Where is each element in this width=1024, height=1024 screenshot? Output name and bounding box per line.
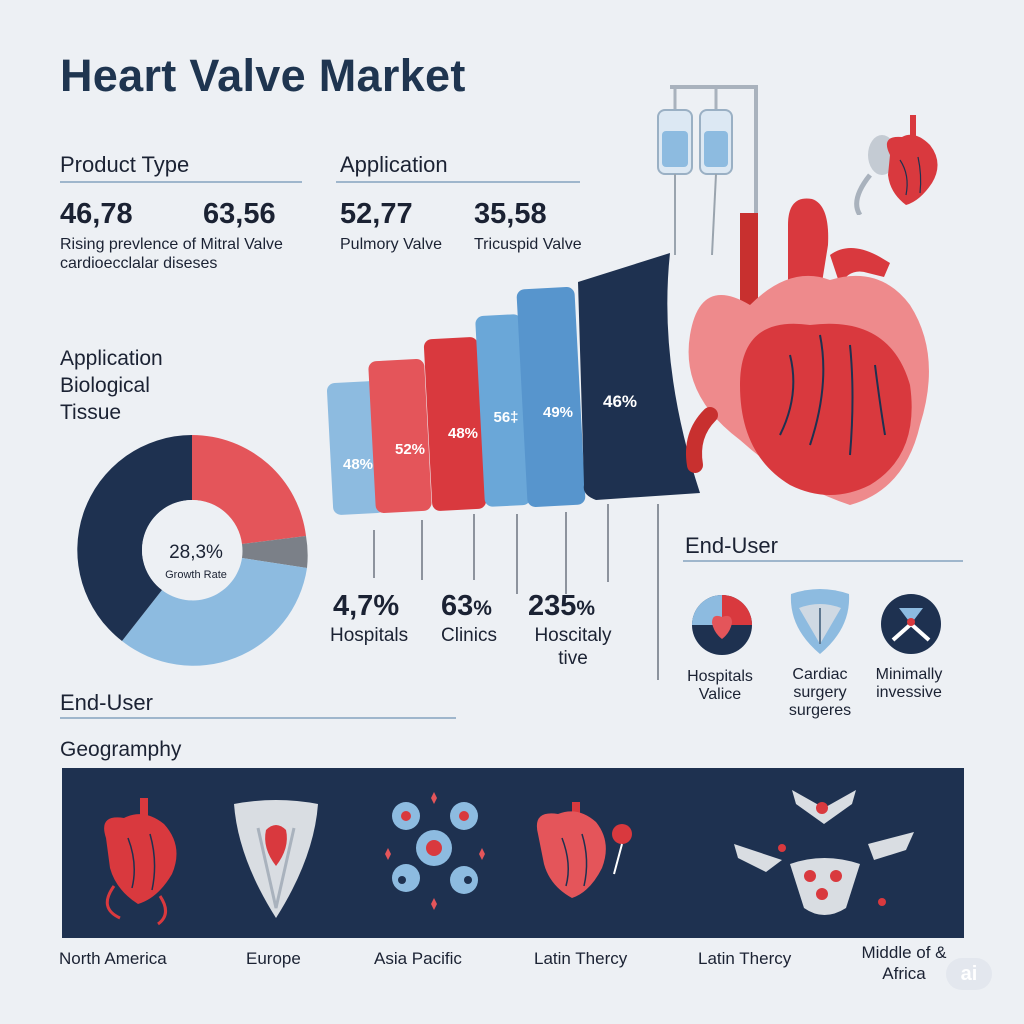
bar-2	[368, 359, 432, 513]
donut-hole	[142, 500, 242, 600]
bar-label-1: 48%	[343, 456, 373, 473]
page-title: Heart Valve Market	[60, 50, 466, 101]
bar-label-5: 49%	[543, 404, 573, 421]
footer-value-3-pct: %	[576, 597, 596, 620]
bar-5	[516, 287, 586, 507]
footer-label-3: Hoscitaly tive	[534, 625, 612, 669]
product-type-heading: Product Type	[60, 152, 190, 177]
footer-value-2-pct: %	[473, 597, 492, 620]
donut-chart: 28,3% Growth Rate	[77, 435, 308, 666]
end-user-item-label-2: Cardiac surgery surgeres	[788, 666, 852, 719]
footer-value-3-num: 235	[528, 590, 577, 622]
small-heart-icon	[854, 115, 938, 215]
end-user-right-rule	[683, 560, 963, 562]
application-label-2: Tricuspid Valve	[474, 236, 582, 253]
ai-badge: ai	[946, 958, 992, 990]
donut-center-label: Growth Rate	[165, 569, 227, 581]
europe-valve-icon	[234, 800, 318, 918]
bar-6	[578, 253, 700, 500]
end-user-left-heading: End-User	[60, 690, 153, 715]
application-value-2: 35,58	[474, 198, 547, 230]
region-label-2: Europe	[246, 949, 301, 968]
bar-label-4: 56‡	[493, 409, 518, 426]
bar-label-3: 48%	[448, 425, 478, 442]
bar-graphic: 48% 52% 48% 56‡ 49% 46%	[326, 253, 700, 515]
valve-leaflet-icon	[790, 589, 850, 654]
end-user-item-label-1: Hospitals Valice	[687, 668, 753, 703]
footer-value-1: 4,7%	[333, 590, 400, 622]
latin-heart-icon	[536, 802, 632, 898]
north-america-heart-icon	[104, 798, 177, 926]
footer-label-2: Clinics	[441, 625, 497, 646]
bar-1	[326, 381, 386, 515]
end-user-right-heading: End-User	[685, 533, 778, 558]
donut-slice-navy	[77, 435, 192, 641]
minimally-invasive-icon	[881, 594, 941, 654]
bar-label-2: 52%	[395, 441, 425, 458]
region-label-4: Latin Thercy	[534, 949, 628, 968]
footer-value-2: 63%	[441, 590, 492, 623]
asia-pacific-bubbles-icon	[385, 792, 485, 910]
large-heart-icon	[686, 198, 929, 505]
region-label-1: North America	[59, 949, 167, 968]
application-rule	[336, 181, 580, 183]
heart-valve-badge-icon	[692, 595, 752, 655]
product-type-label-1: Rising prevlence of Mitral Valve cardioe…	[60, 236, 283, 272]
leader-lines	[373, 504, 659, 680]
region-label-6: Middle of & Africa	[861, 943, 947, 983]
region-label-5: Latin Thercy	[698, 949, 792, 968]
application-heading: Application	[340, 152, 448, 177]
donut-slice-gray	[242, 536, 308, 568]
footer-value-3: 235%	[528, 590, 595, 623]
bar-3	[423, 337, 487, 511]
donut-slice-red	[192, 435, 306, 544]
end-user-left-rule	[60, 717, 456, 719]
product-type-rule	[60, 181, 302, 183]
application-value-1: 52,77	[340, 198, 413, 230]
bar-4	[475, 314, 531, 507]
product-type-value-2: 63,56	[203, 198, 276, 230]
donut-slice-light-blue	[122, 558, 307, 666]
bar-label-6: 46%	[603, 392, 637, 411]
end-user-item-label-3: Minimally invessive	[875, 666, 943, 701]
footer-label-1: Hospitals	[330, 625, 409, 646]
donut-heading: Application Biological Tissue	[60, 347, 163, 424]
geography-illustrations	[104, 790, 914, 926]
footer-value-2-num: 63	[441, 590, 474, 622]
application-label-1: Pulmory Valve	[340, 236, 442, 253]
product-type-value-1: 46,78	[60, 198, 133, 230]
geography-heading: Geogramphy	[60, 738, 182, 761]
valve-cluster-icon	[734, 790, 914, 915]
donut-center-value: 28,3%	[169, 542, 223, 563]
region-label-3: Asia Pacific	[374, 949, 462, 968]
